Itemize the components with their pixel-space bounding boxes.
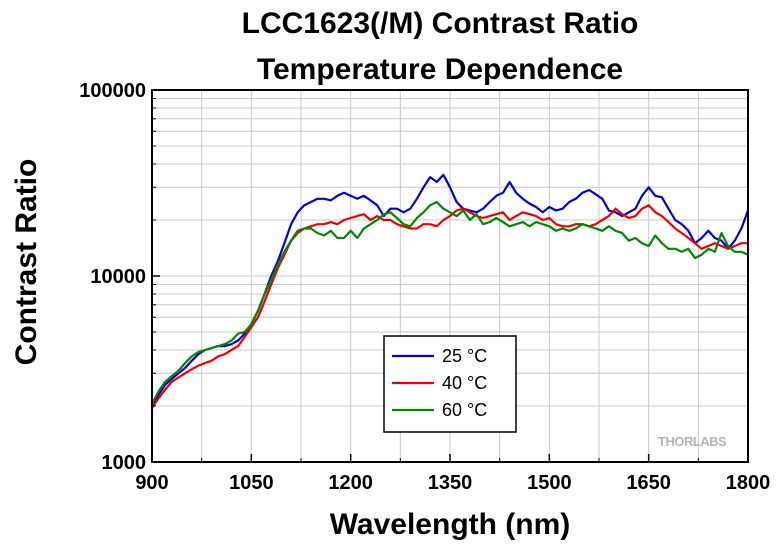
x-tick-label: 1500 [527, 472, 572, 494]
y-tick-labels: 1000 10000 100000 [79, 80, 146, 474]
thorlabs-watermark: THORLABS [658, 434, 727, 449]
x-tick-label: 900 [135, 472, 168, 494]
series-line-3 [150, 200, 750, 406]
x-tick-label: 1200 [328, 472, 373, 494]
chart-subtitle: Temperature Dependence [257, 53, 623, 86]
legend: 25 °C 40 °C 60 °C [383, 335, 517, 433]
x-tick-label: 1350 [428, 472, 473, 494]
y-tick-label: 10000 [90, 266, 146, 288]
series-layer [150, 173, 750, 410]
legend-label-3: 60 °C [442, 400, 487, 420]
y-axis-label: Contrast Ratio [10, 159, 43, 366]
axis-ticks [151, 98, 749, 463]
x-axis-label: Wavelength (nm) [330, 508, 571, 541]
legend-label-1: 25 °C [442, 346, 487, 366]
y-tick-label: 1000 [102, 452, 147, 474]
x-tick-labels: 900 1050 1200 1350 1500 1650 1800 [135, 472, 770, 494]
x-tick-label: 1650 [626, 472, 671, 494]
legend-label-2: 40 °C [442, 373, 487, 393]
x-tick-label: 1050 [229, 472, 274, 494]
y-tick-label: 100000 [79, 80, 146, 102]
x-tick-label: 1800 [726, 472, 771, 494]
series-line-2 [150, 204, 750, 410]
chart-title: LCC1623(/M) Contrast Ratio [242, 7, 639, 40]
